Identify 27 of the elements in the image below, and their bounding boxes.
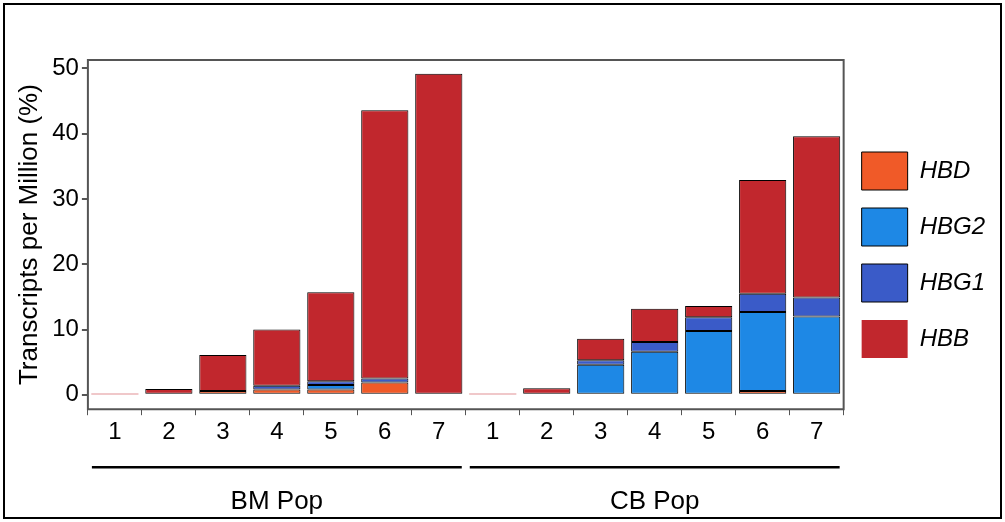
x-tick-label: 5 xyxy=(324,417,338,445)
x-tick-label: 3 xyxy=(216,417,230,445)
y-tick-label: 30 xyxy=(52,183,79,211)
x-tick-label: 1 xyxy=(486,417,500,445)
text: BM Pop xyxy=(230,485,324,516)
y-tick-label: 0 xyxy=(65,379,79,407)
x-tick-label: 4 xyxy=(270,417,284,445)
x-tick-label: 7 xyxy=(432,417,446,445)
y-tick-label: 10 xyxy=(52,314,79,342)
text: CB Pop xyxy=(609,485,700,516)
legend-label: HBD xyxy=(919,155,971,183)
legend-label: HBB xyxy=(919,323,969,351)
x-tick-label: 3 xyxy=(594,417,608,445)
y-tick-label: 50 xyxy=(52,53,79,81)
x-tick-label: 2 xyxy=(162,417,176,445)
x-tick-label: 5 xyxy=(702,417,716,445)
legend-label: HBG2 xyxy=(919,211,985,239)
y-axis-title: Transcripts per Million (%) xyxy=(12,84,43,386)
x-tick-label: 6 xyxy=(378,417,392,445)
x-tick-label: 6 xyxy=(755,417,770,445)
x-tick-label: 4 xyxy=(648,417,662,445)
legend-label: HBG1 xyxy=(919,267,985,295)
x-tick-label: 2 xyxy=(540,417,554,445)
x-tick-label: 1 xyxy=(108,417,122,445)
y-tick-label: 20 xyxy=(52,248,79,276)
x-tick-label: 7 xyxy=(809,417,824,445)
y-tick-label: 40 xyxy=(52,118,79,146)
